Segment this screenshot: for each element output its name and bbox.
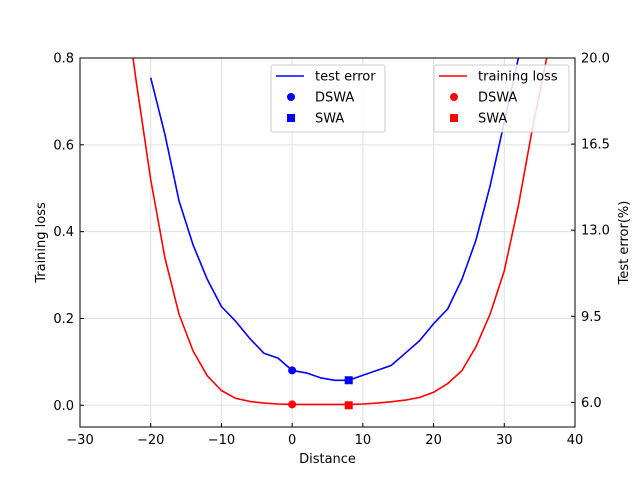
x-tick-label: 10 <box>355 433 372 448</box>
marker-swa-test-error <box>344 376 353 385</box>
legend-label: SWA <box>315 112 344 127</box>
x-axis-ticks: −30 −20 −10 0 10 20 30 40 <box>66 423 583 448</box>
x-tick-label: 40 <box>567 433 584 448</box>
legend-label: DSWA <box>478 91 517 106</box>
marker-dswa-test-error <box>288 366 297 375</box>
marker-layer <box>288 366 353 410</box>
legend-label: training loss <box>478 70 558 85</box>
right-y-tick-label: 6.0 <box>581 396 602 411</box>
left-y-tick-label: 0.0 <box>53 399 74 414</box>
legend-square-swatch <box>450 114 458 122</box>
series-layer <box>132 58 548 406</box>
legend-circle-swatch <box>450 93 458 101</box>
series-line-training-loss <box>132 58 548 406</box>
x-tick-label: −20 <box>137 433 164 448</box>
left-y-tick-label: 0.2 <box>53 312 74 327</box>
legend-box <box>270 64 386 133</box>
plot-frame <box>79 57 576 428</box>
legend-circle-swatch <box>287 93 295 101</box>
legend-top-center: test error DSWA SWA <box>270 64 386 133</box>
x-tick-label: 30 <box>496 433 513 448</box>
x-tick-label: −10 <box>208 433 235 448</box>
x-tick-label: −30 <box>66 433 93 448</box>
left-y-tick-label: 0.6 <box>53 138 74 153</box>
legend-label: test error <box>315 70 376 85</box>
left-axis-ticks: 0.0 0.2 0.4 0.6 0.8 <box>53 52 84 414</box>
right-y-tick-label: 16.5 <box>581 138 610 153</box>
marker-swa-training-loss <box>344 401 353 410</box>
marker-dswa-training-loss <box>288 400 297 409</box>
legend-label: DSWA <box>315 91 354 106</box>
right-y-tick-label: 20.0 <box>581 52 610 67</box>
right-y-tick-label: 9.5 <box>581 310 602 325</box>
left-axis-label: Training loss <box>34 202 49 284</box>
legend-label: SWA <box>478 112 507 127</box>
legend-box <box>433 64 570 133</box>
right-axis-ticks: 6.0 9.5 13.0 16.5 20.0 <box>571 52 610 411</box>
left-y-tick-label: 0.8 <box>53 52 74 67</box>
x-axis-label: Distance <box>299 452 356 467</box>
left-y-tick-label: 0.4 <box>53 225 74 240</box>
x-tick-label: 20 <box>425 433 442 448</box>
legend-square-swatch <box>287 114 295 122</box>
series-line-test-error <box>149 58 520 382</box>
legend-layer: test error DSWA SWA training loss DSWA SWA <box>270 64 570 133</box>
right-axis-label: Test error(%) <box>617 201 632 286</box>
legend-top-right: training loss DSWA SWA <box>433 64 570 133</box>
right-y-tick-label: 13.0 <box>581 224 610 239</box>
x-tick-label: 0 <box>288 433 296 448</box>
